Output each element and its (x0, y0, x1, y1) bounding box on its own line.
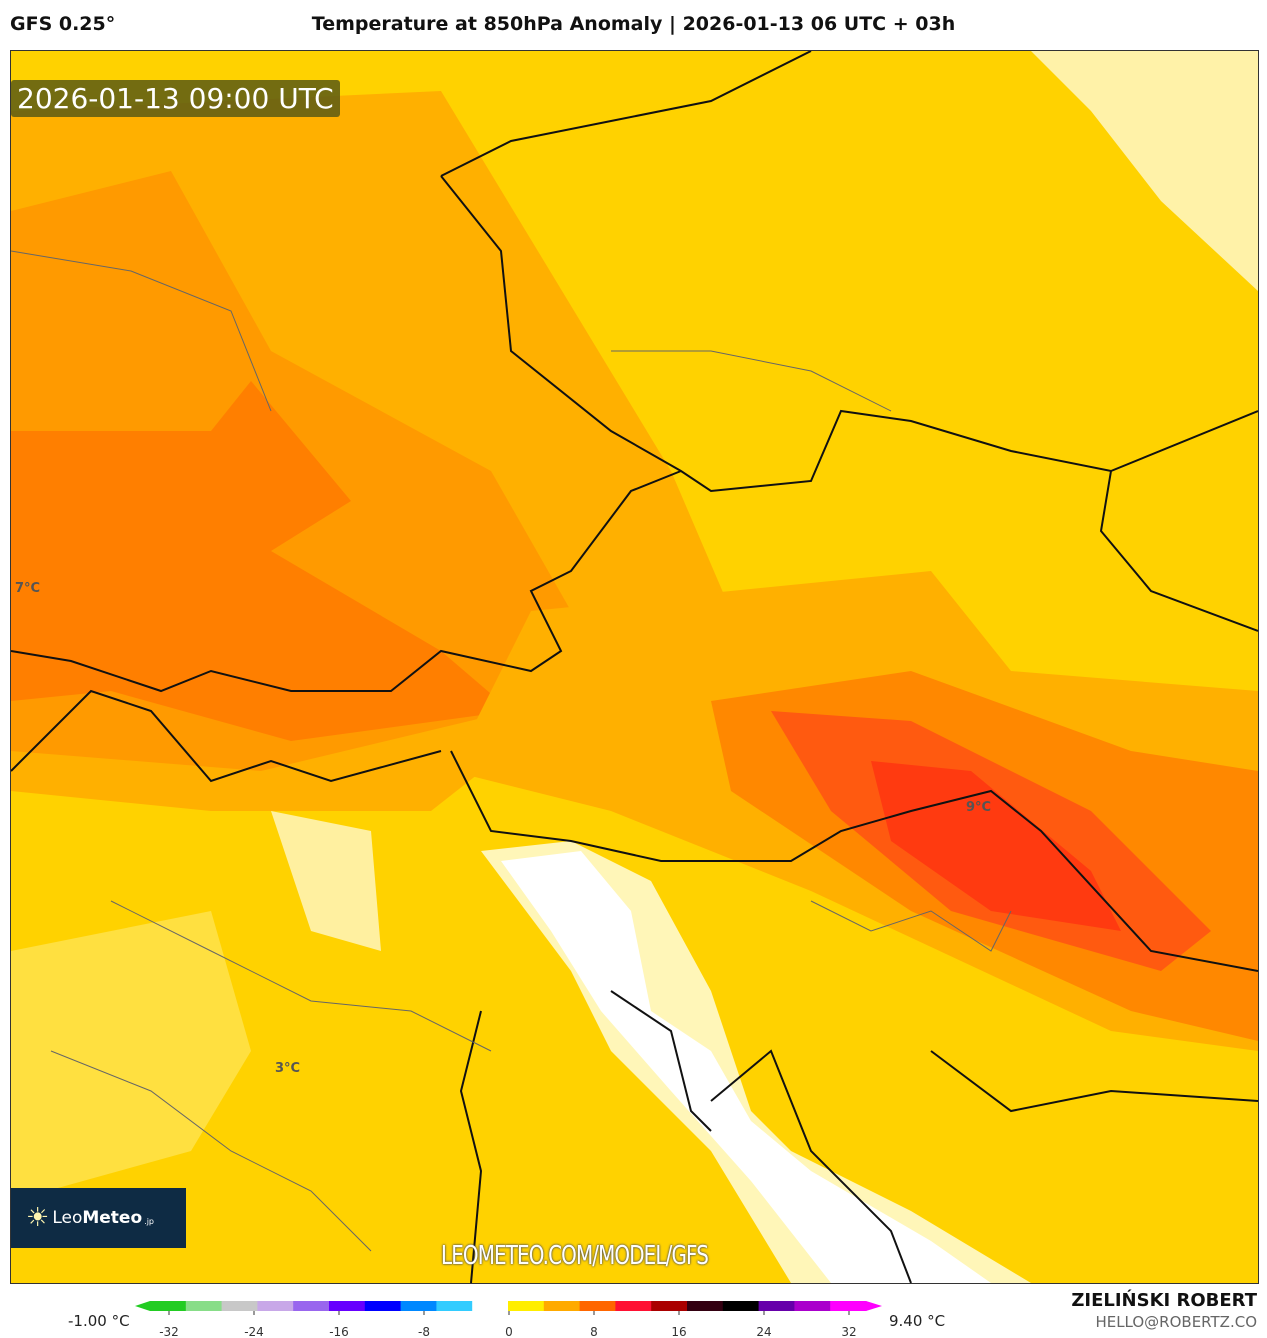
watermark-url: LEOMETEO.COM/MODEL/GFS (441, 1241, 709, 1271)
colorbar-tick-label: 32 (841, 1325, 856, 1338)
author-name: ZIELIŃSKI ROBERT (1071, 1290, 1257, 1311)
model-name: GFS 0.25° (10, 13, 116, 35)
colorbar-segment (830, 1301, 867, 1311)
colorbar-segment (293, 1301, 330, 1311)
colorbar-tick-label: -8 (418, 1325, 430, 1338)
colorbar-segment (543, 1301, 581, 1311)
colorbar-min-label: -1.00 °C (68, 1312, 130, 1330)
colorbar-segment (508, 1301, 545, 1311)
weather-map: 2026-01-13 09:00 UTC 7°C 3°C 9°C ☀ Leo Me… (10, 50, 1259, 1284)
colorbar-min-arrow (135, 1301, 150, 1311)
colorbar-max-arrow (866, 1301, 882, 1311)
colorbar-tick-label: -16 (329, 1325, 349, 1338)
colorbar-segment (472, 1301, 509, 1311)
colorbar-segment (150, 1301, 187, 1311)
colorbar-segment (651, 1301, 688, 1311)
anomaly-field (11, 51, 1258, 1283)
colorbar-tick-label: -24 (244, 1325, 264, 1338)
colorbar-segment (794, 1301, 831, 1311)
colorbar-segment (436, 1301, 473, 1311)
colorbar-max-label: 9.40 °C (889, 1312, 946, 1330)
colorbar-tick-label: 0 (505, 1325, 513, 1338)
temperature-label: 3°C (275, 1061, 301, 1076)
colorbar-segment (364, 1301, 402, 1311)
valid-time-label: 2026-01-13 09:00 UTC (11, 80, 340, 117)
colorbar-segment (579, 1301, 616, 1311)
colorbar-segment (221, 1301, 258, 1311)
temperature-label: 9°C (966, 800, 992, 815)
colorbar-segment (758, 1301, 795, 1311)
leometeo-logo[interactable]: ☀ Leo Meteo .jp (11, 1188, 186, 1248)
colorbar-segment (329, 1301, 366, 1311)
author-email: HELLO@ROBERTZ.CO (1095, 1313, 1257, 1331)
colorbar-tick-label: 8 (590, 1325, 598, 1338)
colorbar-tick-label: -32 (159, 1325, 179, 1338)
chart-title: Temperature at 850hPa Anomaly | 2026-01-… (311, 13, 956, 35)
colorbar-tick-label: 16 (671, 1325, 686, 1338)
colorbar: -32 -24 -16 -8 0 8 16 24 32 (135, 1301, 882, 1338)
colorbar-segment (722, 1301, 760, 1311)
sun-icon: ☀ (26, 1203, 50, 1233)
colorbar-segment (400, 1301, 437, 1311)
colorbar-segment (615, 1301, 652, 1311)
colorbar-tick-label: 24 (756, 1325, 771, 1338)
colorbar-segment (185, 1301, 223, 1311)
temperature-label: 7°C (15, 581, 41, 596)
colorbar-segment (257, 1301, 294, 1311)
colorbar-segment (687, 1301, 724, 1311)
